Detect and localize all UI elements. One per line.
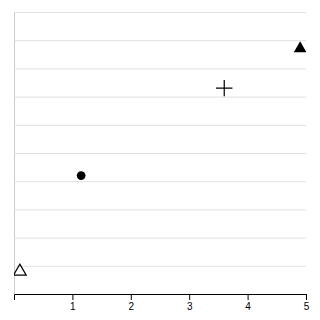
y-tick: [14, 97, 306, 98]
tick-label: 1: [70, 301, 76, 312]
tick-label: 3: [187, 301, 193, 312]
tick-label: 5: [304, 301, 310, 312]
y-tick: [14, 40, 306, 41]
grid-line: [14, 153, 306, 154]
y-axis-line: [15, 13, 307, 295]
y-tick: [14, 266, 306, 267]
grid-line: [14, 12, 306, 13]
x-tick: 4: [245, 294, 251, 312]
x-tick: 1: [70, 294, 76, 312]
tick-mark: [72, 294, 73, 300]
x-tick: 5: [304, 294, 310, 312]
grid-line: [14, 68, 306, 69]
grid-line: [14, 40, 306, 41]
y-tick: [14, 12, 306, 13]
point: [77, 171, 86, 180]
y-tick: [14, 209, 306, 210]
tick-label: 2: [129, 301, 135, 312]
grid-line: [14, 266, 306, 267]
grid-line: [14, 125, 306, 126]
x-tick: 3: [187, 294, 193, 312]
x-axis-line: [15, 295, 307, 301]
tick-label: 4: [245, 301, 251, 312]
grid-line: [14, 209, 306, 210]
tick-mark: [131, 294, 132, 300]
points: [14, 41, 306, 275]
tick-mark: [306, 294, 307, 300]
point: [216, 80, 232, 96]
y-tick: [14, 181, 306, 182]
x-tick: 2: [129, 294, 135, 312]
grid-line: [14, 181, 306, 182]
tick-mark: [189, 294, 190, 300]
x-axis: 1 2 3 4 5: [15, 294, 310, 312]
grid-line: [14, 97, 306, 98]
point: [14, 264, 26, 275]
tick-mark: [248, 294, 249, 300]
plot: 1 2 3 4 5: [13, 13, 309, 313]
y-tick: [14, 68, 306, 69]
y-axis: [14, 13, 306, 295]
y-tick: [14, 153, 306, 154]
chart: 1 2 3 4 5: [0, 0, 320, 320]
y-tick: [14, 125, 306, 126]
point: [294, 41, 306, 52]
grid-line: [14, 238, 306, 239]
y-tick: [14, 238, 306, 239]
